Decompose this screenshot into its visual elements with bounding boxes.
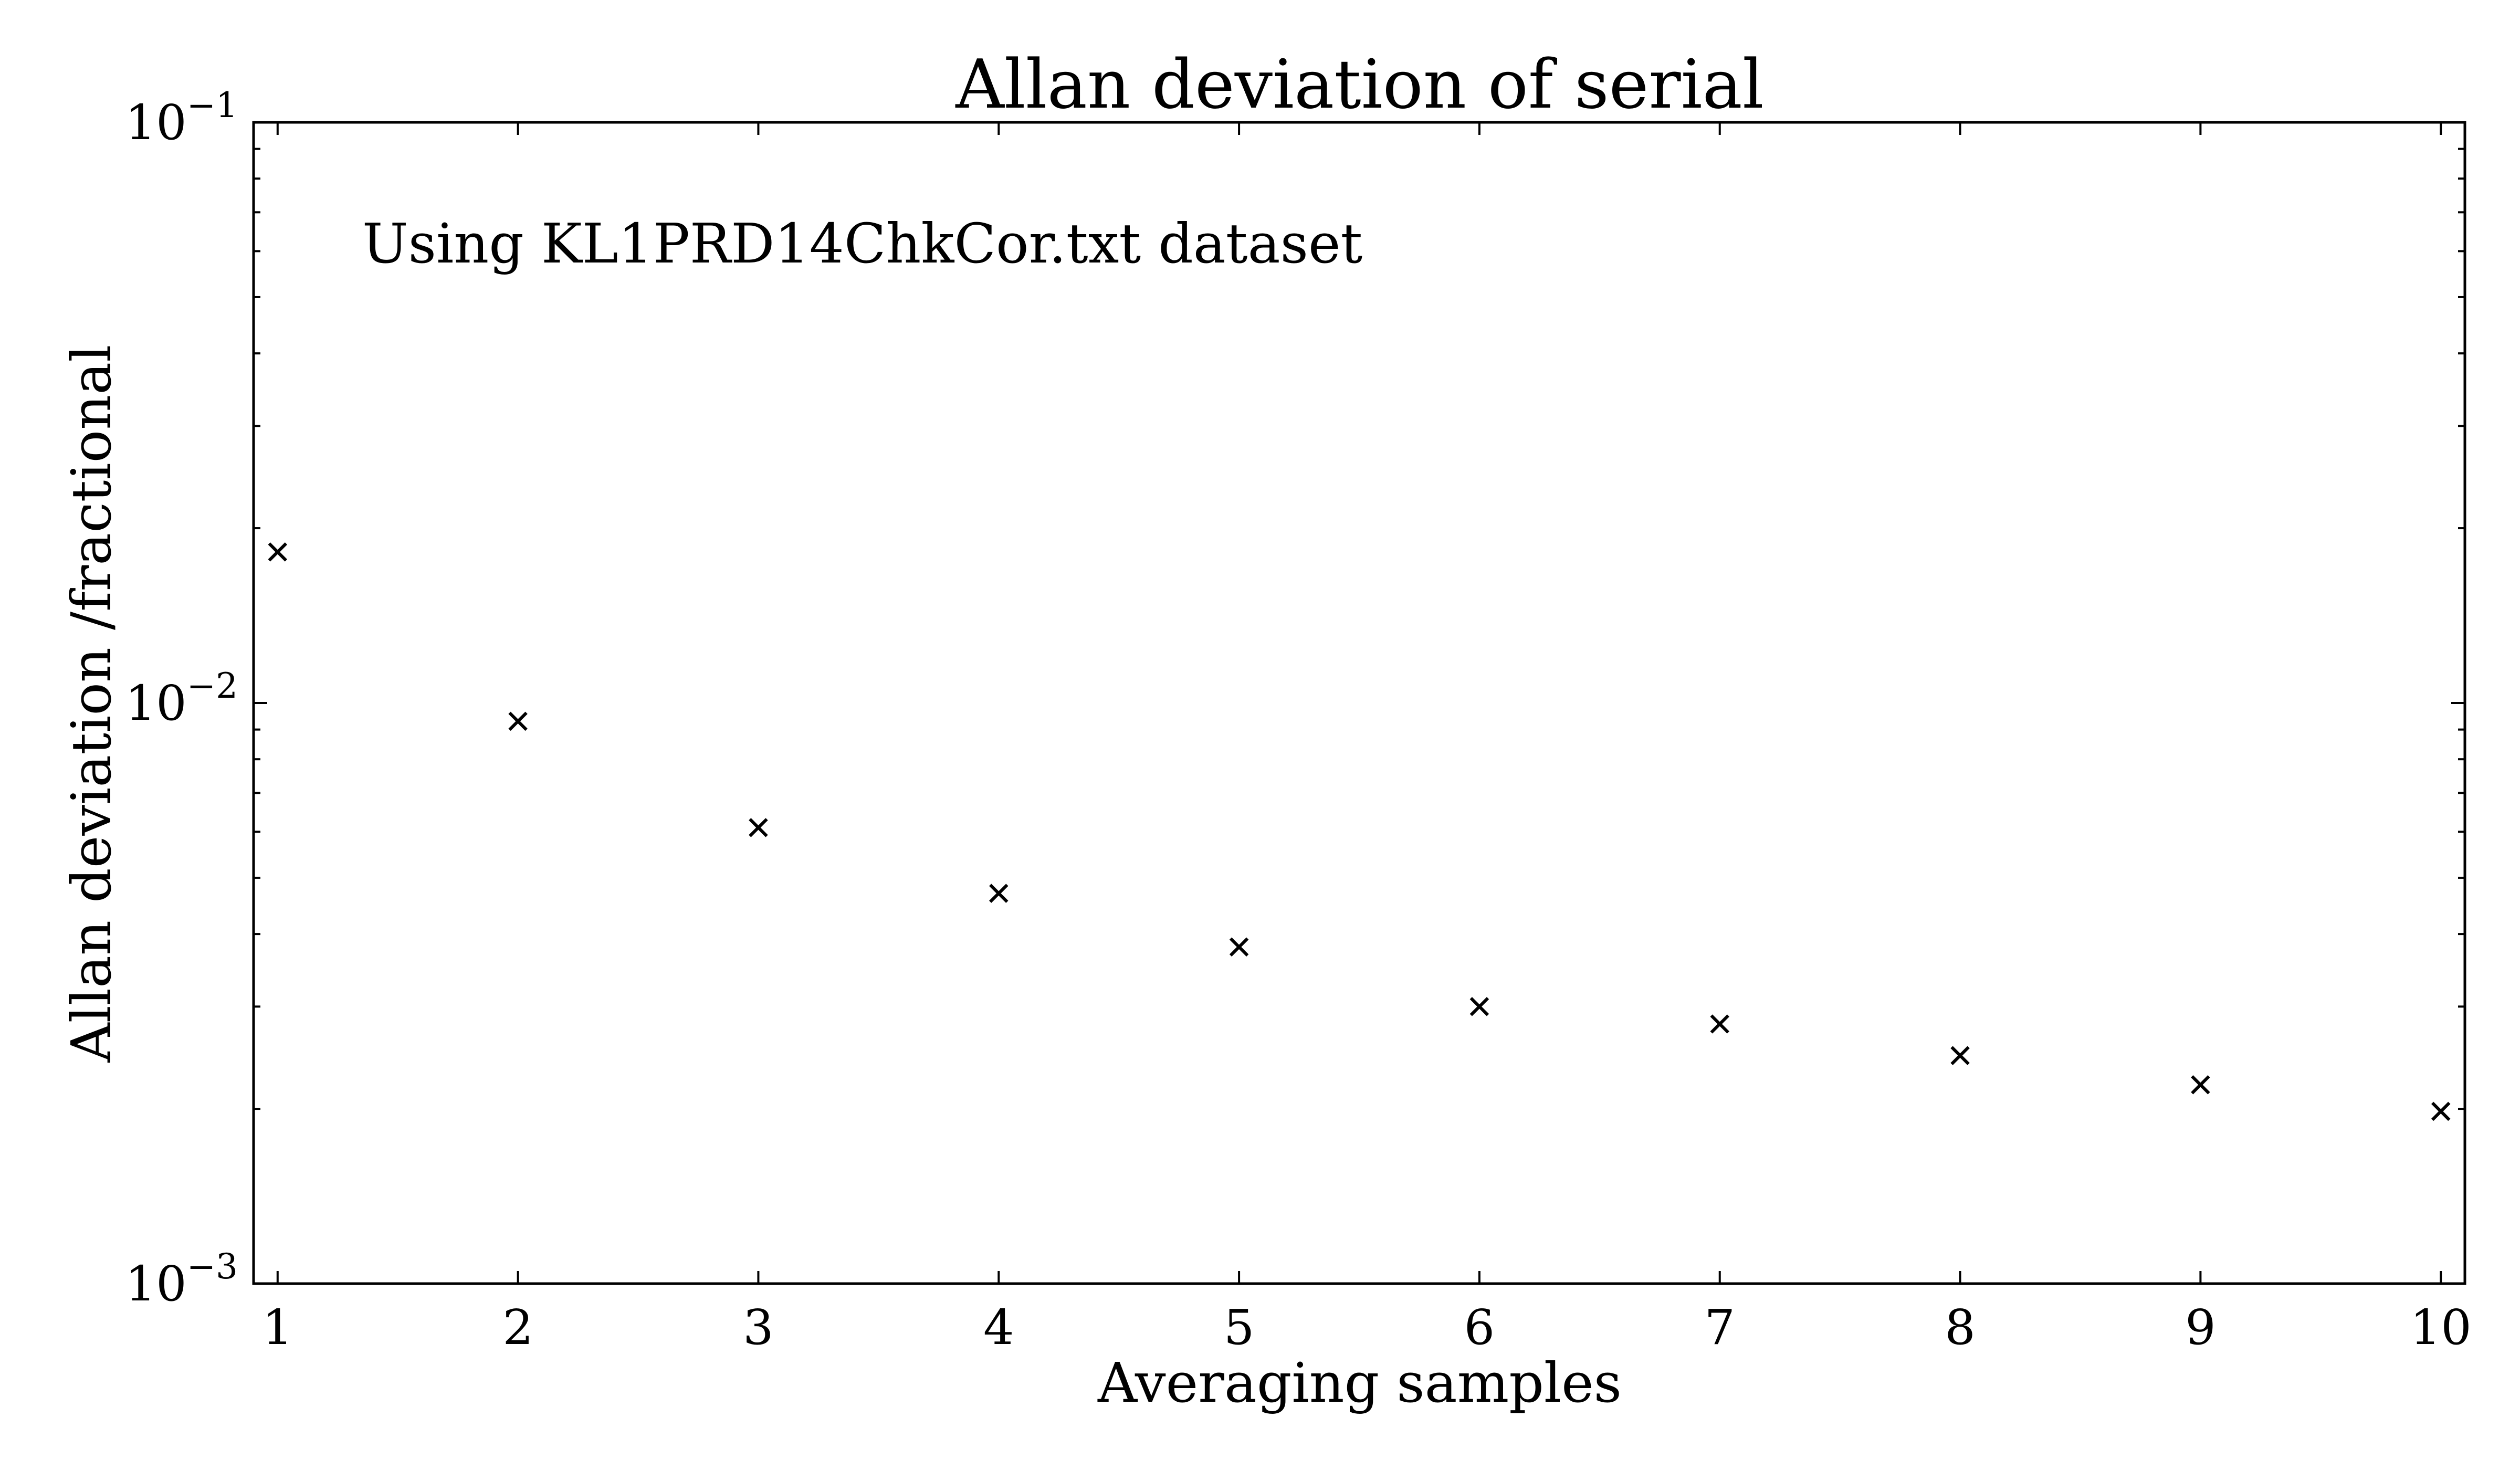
marker-stroke [268,542,288,562]
x-tick-label: 7 [1704,1299,1735,1356]
marker-stroke [1950,1046,1970,1065]
y-tick-label-base: 10 [125,1256,187,1312]
y-tick-label-exponent: −3 [187,1246,238,1287]
data-point-marker [1229,937,1249,957]
x-tick-label: 1 [262,1299,293,1356]
marker-stroke [1710,1014,1729,1034]
x-tick-label: 6 [1464,1299,1495,1356]
data-point-marker [508,711,528,731]
axis-ticks [254,121,2465,1285]
x-tick-label: 5 [1224,1299,1255,1356]
marker-stroke [1469,997,1489,1016]
marker-stroke [508,711,528,731]
y-tick-label-exponent: −2 [187,666,238,706]
x-axis-label: Averaging samples [1097,1351,1622,1415]
marker-stroke [2431,1101,2451,1121]
marker-stroke [749,818,768,837]
plot-frame [252,121,2466,1285]
x-tick-label: 8 [1945,1299,1976,1356]
y-tick-label: 10−1 [125,85,238,151]
y-tick-label: 10−3 [125,1246,238,1312]
y-tick-label-base: 10 [125,675,187,731]
y-tick-label-exponent: −1 [187,85,238,125]
data-point-marker [2191,1075,2210,1095]
x-tick-label: 10 [2410,1299,2472,1356]
marker-stroke [989,884,1009,903]
marker-stroke [2191,1075,2210,1095]
chart-title: Allan deviation of serial [955,46,1764,124]
data-point-marker [1710,1014,1729,1034]
dataset-annotation: Using KL1PRD14ChkCor.txt dataset [362,212,1362,276]
data-point-marker [1469,997,1489,1016]
data-point-marker [989,884,1009,903]
data-point-marker [2431,1101,2451,1121]
data-point-marker [749,818,768,837]
x-tick-label: 9 [2185,1299,2216,1356]
y-tick-label-base: 10 [125,94,187,151]
data-points [268,542,2451,1121]
x-tick-label: 4 [983,1299,1014,1356]
x-tick-label: 3 [743,1299,774,1356]
x-tick-label: 2 [502,1299,533,1356]
data-point-marker [1950,1046,1970,1065]
y-tick-label: 10−2 [125,666,238,731]
y-axis-label: Allan deviation /fractional [59,345,123,1063]
marker-stroke [1229,937,1249,957]
data-point-marker [268,542,288,562]
